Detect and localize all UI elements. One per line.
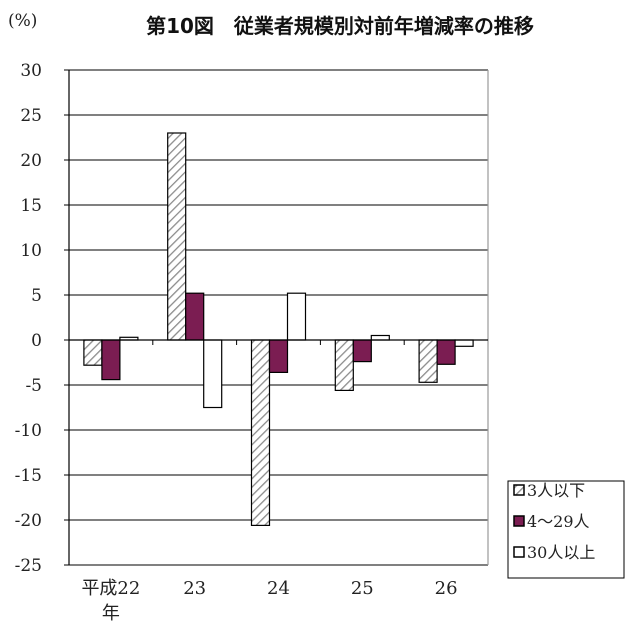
bar-3-3 — [286, 292, 307, 341]
bar-2-5 — [436, 339, 456, 365]
bar-1-2 — [167, 132, 187, 341]
bar-1-1 — [83, 339, 103, 366]
unit-label: (%) — [8, 11, 37, 31]
bar-2-2 — [185, 292, 205, 341]
y-tick-label: 5 — [31, 286, 42, 306]
x-tick-label: 26 — [435, 578, 458, 599]
y-tick-label: 20 — [20, 151, 42, 171]
bar-2-3 — [268, 339, 289, 374]
y-tick-label: 30 — [20, 61, 42, 81]
bar-layer — [83, 132, 474, 526]
y-tick-label: 0 — [31, 331, 42, 351]
bar-3-4 — [370, 334, 390, 341]
legend: 3人以下 4〜29人 30人以上 — [507, 480, 625, 579]
x-tick-label: 23 — [183, 578, 206, 599]
legend-swatch — [513, 515, 525, 527]
y-tick-label: -20 — [15, 511, 42, 531]
y-tick-label: -25 — [15, 556, 42, 576]
legend-box — [507, 480, 625, 579]
y-tick-label: -10 — [15, 421, 42, 441]
y-tick-label: -15 — [15, 466, 42, 486]
legend-swatch — [513, 484, 525, 496]
x-tick-label: 25 — [351, 578, 374, 599]
bar-2-1 — [101, 339, 121, 381]
legend-label: 4〜29人 — [527, 512, 590, 531]
bar-3-5 — [454, 339, 474, 347]
legend-label: 30人以上 — [527, 543, 595, 562]
bar-2-4 — [352, 339, 372, 363]
y-tick-label: 10 — [20, 241, 42, 261]
bar-1-5 — [418, 339, 438, 383]
grid-layer — [69, 69, 488, 566]
bar-3-2 — [203, 339, 223, 409]
y-tick-label: 15 — [20, 196, 42, 216]
legend-swatch — [513, 546, 525, 558]
bar-1-4 — [334, 339, 354, 392]
x-tick-label: 24 — [267, 578, 290, 599]
bar-1-3 — [250, 339, 271, 526]
legend-label: 3人以下 — [527, 481, 585, 500]
y-tick-label: -5 — [25, 376, 42, 396]
axis-layer: 30 25 20 15 10 5 0 -5 -10 -15 -20 -25 平成22 年 23 24 25 26 — [15, 61, 489, 624]
chart-title: 第10図 従業者規模別対前年増減率の推移 — [146, 14, 534, 38]
y-tick-label: 25 — [20, 106, 42, 126]
x-tick-label: 平成22 年 — [81, 578, 140, 624]
